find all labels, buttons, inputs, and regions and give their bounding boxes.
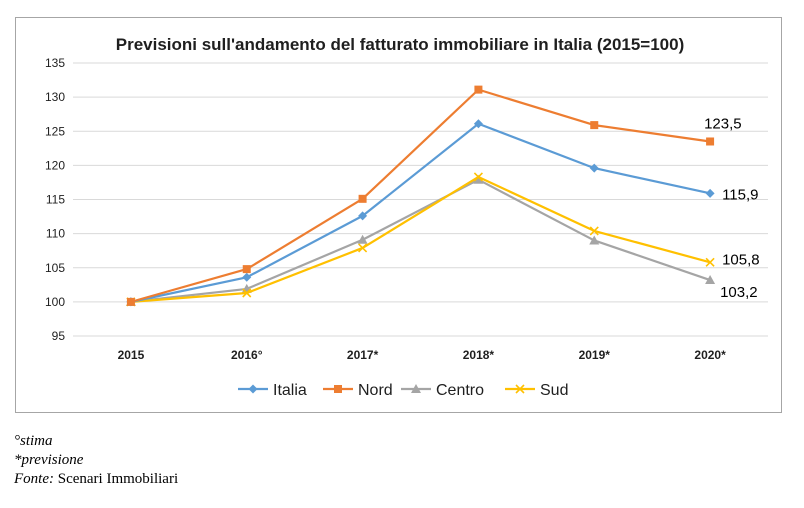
series-sud (126, 172, 715, 307)
line-chart: Previsioni sull'andamento del fatturato … (45, 35, 768, 399)
y-tick-label: 100 (45, 295, 65, 309)
data-point (334, 385, 342, 393)
data-point (358, 194, 367, 203)
data-point (242, 272, 252, 282)
legend-item-sud: Sud (505, 382, 568, 399)
data-point (474, 85, 483, 94)
data-point (411, 384, 421, 393)
x-axis-ticks: 2015 2016° 2017* 2018* 2019* 2020* (118, 348, 727, 362)
data-point (589, 163, 599, 173)
legend-item-italia: Italia (238, 382, 307, 399)
data-point (705, 275, 716, 285)
data-point (473, 119, 483, 129)
legend: Italia Nord Centro Sud (238, 382, 568, 399)
data-point (706, 137, 715, 146)
chart-frame: Previsioni sull'andamento del fatturato … (15, 17, 782, 413)
chart-title: Previsioni sull'andamento del fatturato … (116, 35, 685, 54)
data-point (357, 234, 368, 244)
legend-item-nord: Nord (323, 382, 393, 399)
x-tick-label: 2017* (347, 348, 379, 362)
y-tick-label: 105 (45, 261, 65, 275)
data-point (248, 384, 258, 394)
end-labels: 115,9 123,5 103,2 105,8 (704, 115, 760, 301)
x-tick-label: 2016° (231, 348, 263, 362)
series-line (130, 178, 711, 303)
y-tick-label: 135 (45, 56, 65, 70)
y-tick-label: 115 (46, 193, 65, 207)
data-point (242, 288, 252, 298)
data-point (705, 188, 715, 198)
gridlines (73, 62, 768, 337)
data-point (358, 211, 368, 221)
note-fonte: Fonte: Scenari Immobiliari (14, 470, 178, 489)
data-point (705, 257, 715, 267)
y-tick-label: 125 (45, 124, 65, 138)
series-line (130, 88, 711, 303)
fonte-value: Scenari Immobiliari (53, 471, 179, 487)
fonte-label: Fonte: (14, 471, 54, 487)
data-point (473, 172, 483, 182)
data-point (589, 226, 599, 236)
data-point (473, 174, 484, 184)
series-layer (125, 85, 716, 307)
y-tick-label: 95 (52, 329, 66, 343)
series-nord (126, 85, 715, 306)
legend-label: Italia (273, 382, 307, 399)
note-previsione: *previsione (14, 452, 84, 468)
series-line (130, 122, 711, 303)
series-line (130, 175, 711, 303)
data-label-nord: 123,5 (704, 115, 742, 132)
data-label-sud: 105,8 (722, 251, 760, 268)
x-tick-label: 2015 (118, 348, 145, 362)
note-stima: °stima (14, 433, 53, 449)
data-point (242, 265, 251, 274)
data-point (590, 121, 599, 130)
data-point (589, 235, 600, 245)
data-point (358, 243, 368, 253)
data-label-italia: 115,9 (722, 186, 758, 203)
footnotes: °stima *previsione Fonte: Scenari Immobi… (14, 432, 178, 489)
y-tick-label: 130 (45, 90, 65, 104)
data-point (515, 384, 525, 394)
y-tick-label: 120 (45, 158, 65, 172)
legend-item-centro: Centro (401, 382, 484, 399)
legend-label: Centro (436, 382, 484, 399)
data-point (126, 297, 135, 306)
x-tick-label: 2019* (579, 348, 611, 362)
data-label-centro: 103,2 (720, 284, 758, 301)
x-tick-label: 2018* (463, 348, 495, 362)
y-axis-ticks: 95 100 105 110 115 120 125 130 135 (45, 56, 65, 343)
x-tick-label: 2020* (694, 348, 726, 362)
y-tick-label: 110 (46, 227, 65, 241)
legend-label: Nord (358, 382, 393, 399)
legend-label: Sud (540, 382, 568, 399)
